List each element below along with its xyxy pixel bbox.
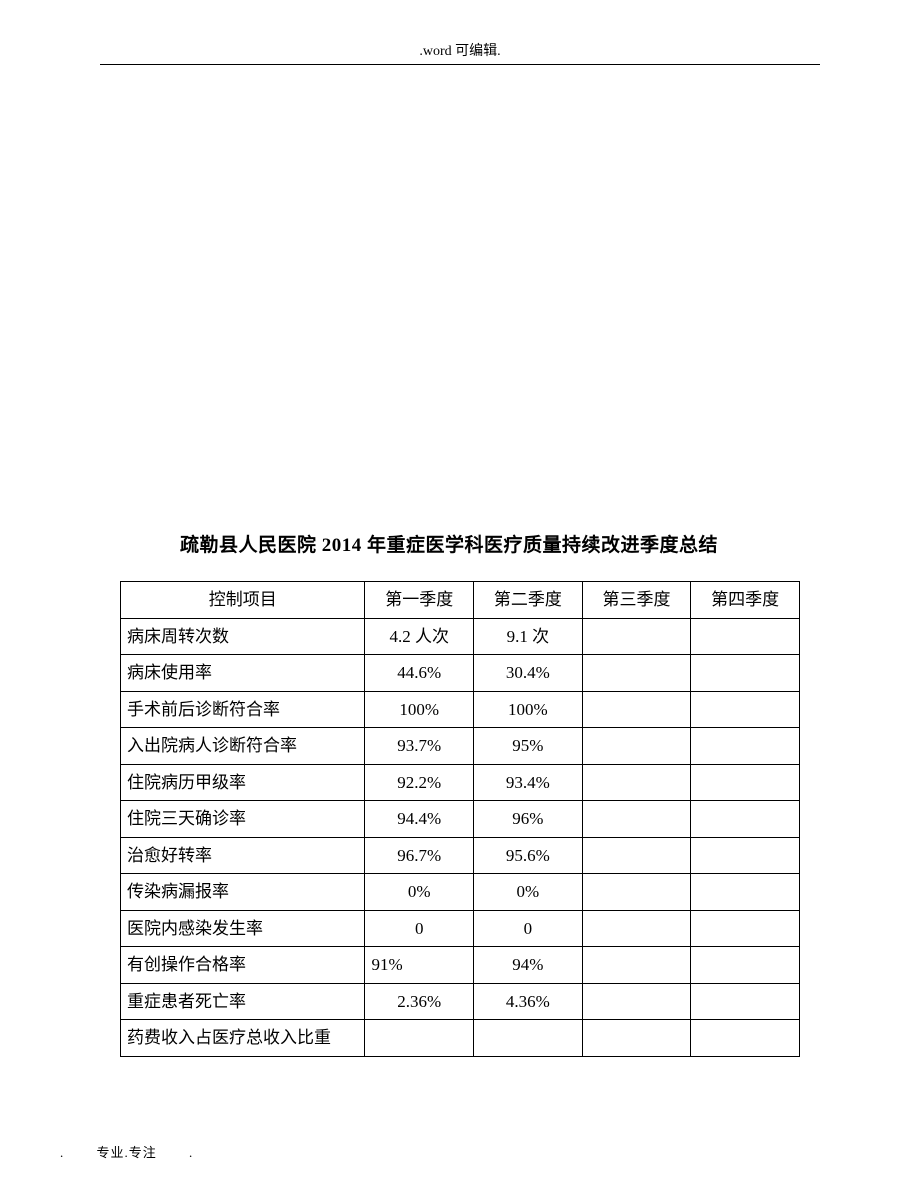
metric-value: 30.4% <box>474 655 583 692</box>
metric-value <box>582 947 691 984</box>
metric-name: 重症患者死亡率 <box>121 983 365 1020</box>
metric-value: 9.1 次 <box>474 618 583 655</box>
metric-name: 医院内感染发生率 <box>121 910 365 947</box>
metric-value <box>691 874 800 911</box>
table-row: 入出院病人诊断符合率 93.7% 95% <box>121 728 800 765</box>
table-row: 病床使用率 44.6% 30.4% <box>121 655 800 692</box>
document-content: 疏勒县人民医院 2014 年重症医学科医疗质量持续改进季度总结 控制项目 第一季… <box>0 530 920 1057</box>
page-footer: . 专业.专注 . <box>60 1142 193 1161</box>
metric-value: 2.36% <box>365 983 474 1020</box>
metric-name: 有创操作合格率 <box>121 947 365 984</box>
metric-value: 95% <box>474 728 583 765</box>
metric-value <box>691 691 800 728</box>
metric-value <box>582 1020 691 1057</box>
metric-value: 100% <box>474 691 583 728</box>
table-row: 医院内感染发生率 0 0 <box>121 910 800 947</box>
metric-value <box>691 655 800 692</box>
metric-value <box>691 947 800 984</box>
metric-name: 病床使用率 <box>121 655 365 692</box>
metric-value <box>582 764 691 801</box>
metric-value: 0% <box>474 874 583 911</box>
metric-value <box>582 618 691 655</box>
metric-value <box>691 801 800 838</box>
column-header: 第一季度 <box>365 582 474 619</box>
metric-name: 入出院病人诊断符合率 <box>121 728 365 765</box>
metric-value <box>582 874 691 911</box>
column-header: 控制项目 <box>121 582 365 619</box>
metric-value <box>582 837 691 874</box>
metric-value: 91% <box>365 947 474 984</box>
metric-value: 0 <box>365 910 474 947</box>
footer-dot: . <box>60 1145 64 1160</box>
header-text: .word 可编辑. <box>419 44 500 59</box>
table-row: 病床周转次数 4.2 人次 9.1 次 <box>121 618 800 655</box>
metric-value: 100% <box>365 691 474 728</box>
metric-name: 药费收入占医疗总收入比重 <box>121 1020 365 1057</box>
metric-value <box>474 1020 583 1057</box>
metric-name: 治愈好转率 <box>121 837 365 874</box>
metric-value: 94% <box>474 947 583 984</box>
metric-value: 95.6% <box>474 837 583 874</box>
table-header-row: 控制项目 第一季度 第二季度 第三季度 第四季度 <box>121 582 800 619</box>
metric-name: 病床周转次数 <box>121 618 365 655</box>
metric-value: 4.2 人次 <box>365 618 474 655</box>
metric-value <box>365 1020 474 1057</box>
metric-value <box>582 728 691 765</box>
column-header: 第二季度 <box>474 582 583 619</box>
metric-value <box>691 983 800 1020</box>
metric-value: 96% <box>474 801 583 838</box>
table-row: 住院三天确诊率 94.4% 96% <box>121 801 800 838</box>
metric-value: 0 <box>474 910 583 947</box>
metric-value <box>582 655 691 692</box>
metric-value <box>582 983 691 1020</box>
metric-name: 住院病历甲级率 <box>121 764 365 801</box>
metric-value <box>691 618 800 655</box>
metric-value: 4.36% <box>474 983 583 1020</box>
column-header: 第四季度 <box>691 582 800 619</box>
metric-name: 传染病漏报率 <box>121 874 365 911</box>
column-header: 第三季度 <box>582 582 691 619</box>
quality-metrics-table: 控制项目 第一季度 第二季度 第三季度 第四季度 病床周转次数 4.2 人次 9… <box>120 581 800 1057</box>
table-row: 重症患者死亡率 2.36% 4.36% <box>121 983 800 1020</box>
metric-value <box>582 691 691 728</box>
metric-value <box>691 1020 800 1057</box>
metric-value <box>691 910 800 947</box>
metric-value <box>691 837 800 874</box>
table-row: 药费收入占医疗总收入比重 <box>121 1020 800 1057</box>
metric-value <box>691 728 800 765</box>
metric-value <box>582 801 691 838</box>
table-row: 传染病漏报率 0% 0% <box>121 874 800 911</box>
metric-value: 0% <box>365 874 474 911</box>
metric-name: 住院三天确诊率 <box>121 801 365 838</box>
table-row: 手术前后诊断符合率 100% 100% <box>121 691 800 728</box>
metric-value: 96.7% <box>365 837 474 874</box>
document-title: 疏勒县人民医院 2014 年重症医学科医疗质量持续改进季度总结 <box>120 530 800 557</box>
metric-value: 93.7% <box>365 728 474 765</box>
metric-value: 44.6% <box>365 655 474 692</box>
metric-value <box>691 764 800 801</box>
metric-value: 93.4% <box>474 764 583 801</box>
table-row: 住院病历甲级率 92.2% 93.4% <box>121 764 800 801</box>
metric-value: 94.4% <box>365 801 474 838</box>
page-header: .word 可编辑. <box>100 0 820 65</box>
metric-value: 92.2% <box>365 764 474 801</box>
metric-name: 手术前后诊断符合率 <box>121 691 365 728</box>
footer-trailing: . <box>189 1145 193 1160</box>
metric-value <box>582 910 691 947</box>
table-row: 有创操作合格率 91% 94% <box>121 947 800 984</box>
table-row: 治愈好转率 96.7% 95.6% <box>121 837 800 874</box>
footer-text: 专业.专注 <box>97 1145 157 1160</box>
